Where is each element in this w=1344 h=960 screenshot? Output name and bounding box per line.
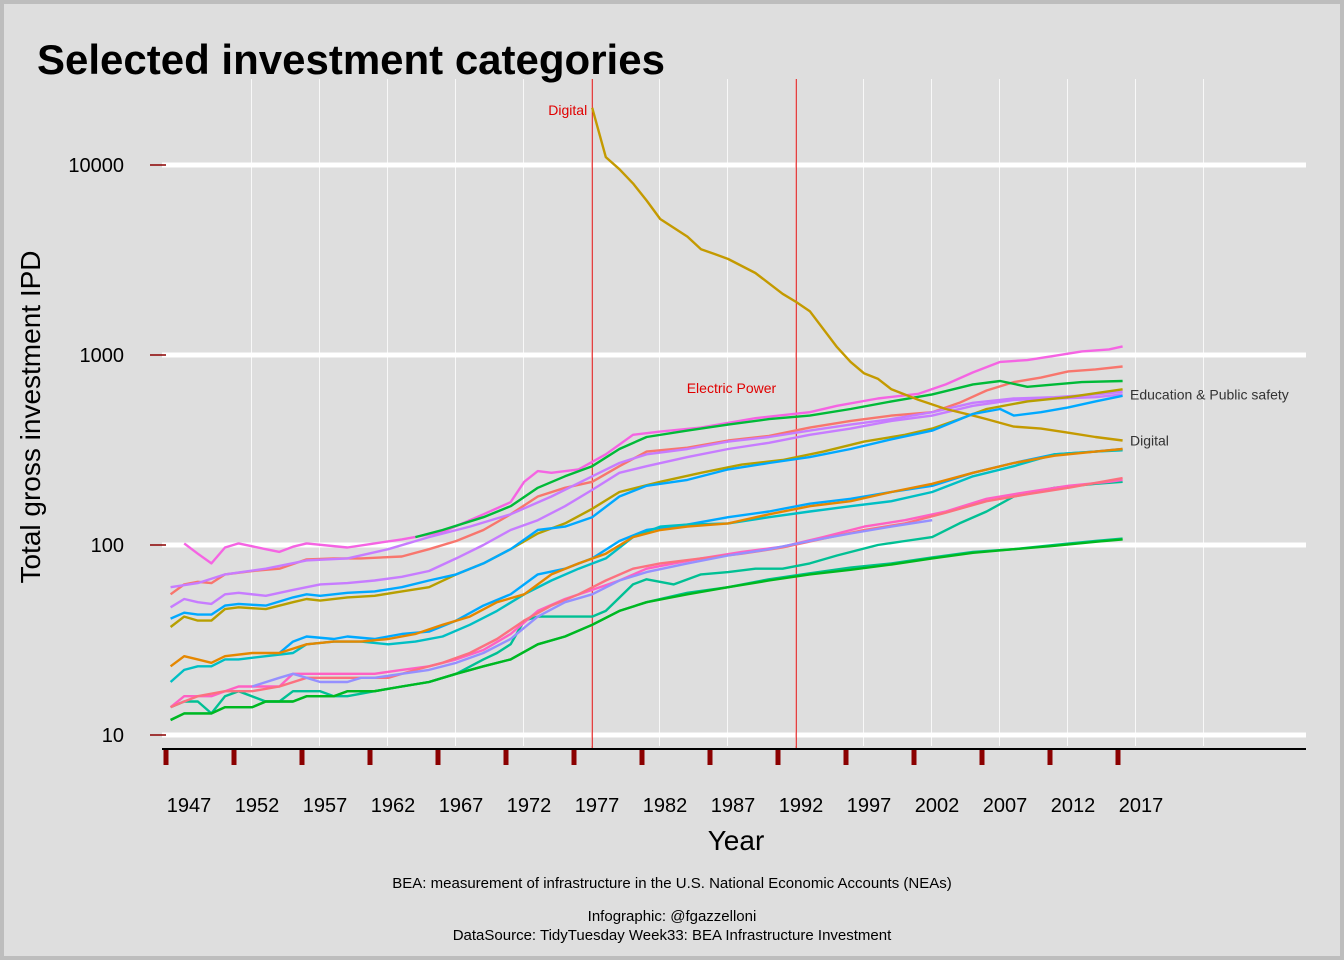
- x-tick-label: 1987: [711, 795, 756, 817]
- chart-svg: Selected investment categories 10 100 1000…: [15, 36, 1306, 944]
- y-tick-label: 10000: [68, 155, 124, 177]
- x-tick-labels: 1947 1952 1957 1962 1967 1972 1977 1982 1987 1992…: [167, 795, 1164, 817]
- y-tick-labels: 10 100 1000 10000: [68, 155, 124, 747]
- x-tick-label: 1967: [439, 795, 484, 817]
- series-line: [415, 379, 1123, 539]
- series-lines: [169, 107, 1123, 722]
- chart-title: Selected investment categories: [37, 36, 665, 83]
- x-tick-label: 1947: [167, 795, 212, 817]
- caption-source-note: BEA: measurement of infrastructure in th…: [392, 875, 951, 892]
- vertical-line-label: Electric Power: [687, 380, 777, 396]
- caption-credit: Infographic: @fgazzelloni: [588, 908, 757, 925]
- series-line: [183, 345, 1123, 565]
- gridlines: [162, 79, 1306, 746]
- series-line: [169, 393, 1123, 609]
- x-tick-label: 2012: [1051, 795, 1096, 817]
- vertical-reference-lines: Digital Electric Power: [548, 79, 797, 749]
- x-tick-marks: [163, 750, 1121, 765]
- x-tick-label: 1957: [303, 795, 348, 817]
- series-line: [169, 478, 1123, 709]
- end-label: Digital: [1130, 432, 1169, 448]
- x-tick-label: 1982: [643, 795, 688, 817]
- y-tick-label: 100: [91, 535, 124, 557]
- x-tick-label: 1952: [235, 795, 280, 817]
- series-line: [251, 519, 933, 688]
- series-line: [591, 107, 1123, 442]
- series-line: [169, 449, 1123, 683]
- series-line: [169, 447, 1123, 668]
- y-axis-title: Total gross investment IPD: [15, 250, 46, 583]
- end-label: Education & Public safety: [1130, 386, 1289, 402]
- x-axis-title: Year: [708, 825, 765, 856]
- chart-frame: Selected investment categories 10 100 1000…: [4, 4, 1340, 956]
- series-line: [170, 538, 1123, 722]
- x-tick-label: 1962: [371, 795, 416, 817]
- x-tick-label: 2017: [1119, 795, 1164, 817]
- series-line: [169, 388, 1123, 628]
- x-tick-label: 1992: [779, 795, 824, 817]
- caption-datasource: DataSource: TidyTuesday Week33: BEA Infr…: [453, 927, 892, 944]
- x-tick-label: 1997: [847, 795, 892, 817]
- x-tick-label: 1977: [575, 795, 620, 817]
- x-tick-label: 1972: [507, 795, 552, 817]
- vertical-line-label: Digital: [548, 102, 587, 118]
- x-tick-label: 2007: [983, 795, 1028, 817]
- x-tick-label: 2002: [915, 795, 960, 817]
- series-line: [170, 394, 1123, 620]
- series-line: [170, 390, 1123, 589]
- end-labels: Education & Public safety Digital: [1130, 386, 1289, 448]
- y-tick-label: 1000: [80, 345, 125, 367]
- y-tick-label: 10: [102, 725, 124, 747]
- y-tick-marks: [150, 164, 166, 736]
